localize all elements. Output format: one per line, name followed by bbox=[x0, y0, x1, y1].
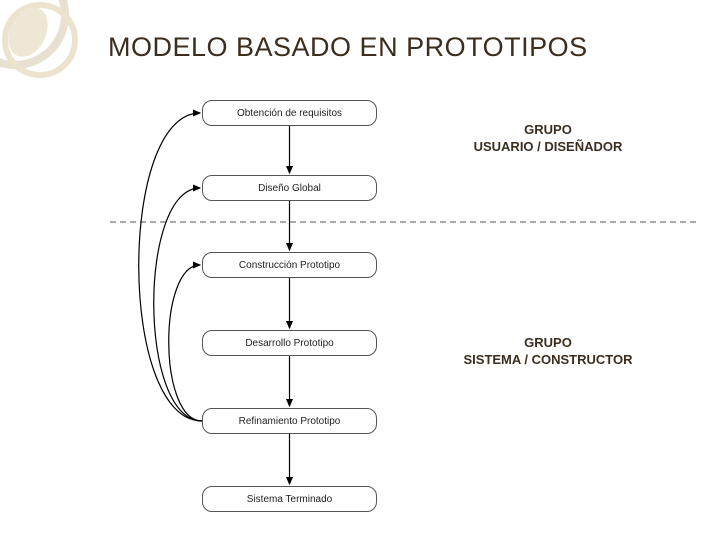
group-label-line: SISTEMA / CONSTRUCTOR bbox=[448, 352, 648, 369]
flowchart-node: Diseño Global bbox=[202, 175, 377, 201]
page-title: MODELO BASADO EN PROTOTIPOS bbox=[108, 32, 588, 63]
group-label: GRUPOSISTEMA / CONSTRUCTOR bbox=[448, 335, 648, 369]
group-label-line: GRUPO bbox=[448, 335, 648, 352]
group-label: GRUPOUSUARIO / DISEÑADOR bbox=[448, 122, 648, 156]
flowchart-node: Construcción Prototipo bbox=[202, 252, 377, 278]
flowchart-node: Sistema Terminado bbox=[202, 486, 377, 512]
flowchart-node: Refinamiento Prototipo bbox=[202, 408, 377, 434]
corner-decoration bbox=[0, 0, 90, 90]
flowchart-node: Obtención de requisitos bbox=[202, 100, 377, 126]
flowchart-node: Desarrollo Prototipo bbox=[202, 330, 377, 356]
feedback-arc bbox=[169, 265, 202, 421]
feedback-arc bbox=[154, 188, 202, 421]
group-label-line: GRUPO bbox=[448, 122, 648, 139]
feedback-arc bbox=[139, 113, 202, 421]
group-label-line: USUARIO / DISEÑADOR bbox=[448, 139, 648, 156]
